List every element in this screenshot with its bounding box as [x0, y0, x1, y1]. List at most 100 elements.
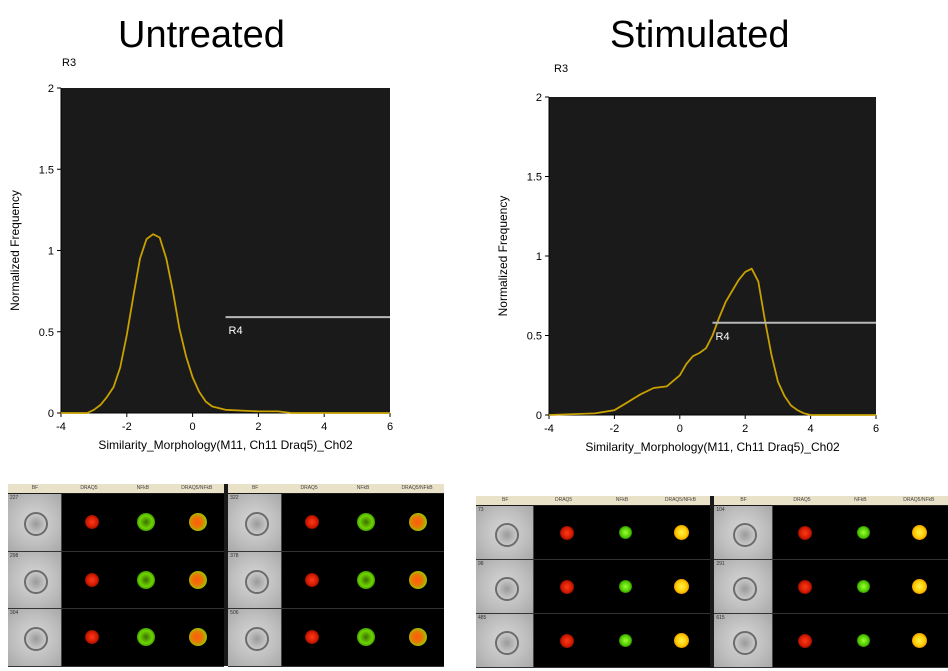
brightfield-image: 291 [714, 560, 773, 613]
cell-image-draq5 [798, 579, 813, 594]
cell-image-nfkb [619, 634, 633, 647]
object-id: 298 [10, 552, 19, 559]
plot-background [61, 88, 390, 413]
gallery-header: BF DRAQ5 NFkB DRAQ5/NFkB [476, 496, 710, 505]
cell-image-nfkb [357, 628, 376, 647]
y-tick-label: 0 [536, 410, 542, 422]
gallery-row: 322 [228, 494, 444, 552]
cell-image-nfkb [357, 570, 376, 589]
gallery-row: 378 [228, 551, 444, 609]
image-gallery-stimulated: BF DRAQ5 NFkB DRAQ5/NFkB 73 98 485 BF DRAQ5 NFkB D… [476, 496, 948, 668]
x-axis-label: Similarity_Morphology(M11, Ch11 Draq5)_C… [98, 438, 353, 452]
cell-image-overlay [912, 633, 928, 648]
object-id: 378 [230, 552, 239, 559]
y-axis-label: Normalized Frequency [8, 190, 22, 311]
histogram-untreated: 0 0.5 1 1.5 2 -4 -2 0 2 4 6 Similarity_Morphology(M… [8, 83, 393, 452]
gallery-channel-label: NFkB [854, 497, 867, 503]
cell-image-draq5 [305, 630, 320, 645]
x-tick-label: 0 [677, 423, 683, 435]
region-gate-label: R4 [716, 331, 730, 343]
cell-image-nfkb [857, 580, 871, 593]
brightfield-image: 98 [476, 560, 535, 613]
cell-image-draq5 [798, 525, 813, 540]
x-tick-label: -2 [610, 423, 620, 435]
gallery-channel-label: BF [31, 485, 39, 491]
brightfield-image: 104 [714, 506, 773, 559]
object-id: 506 [230, 610, 239, 616]
object-id: 73 [478, 507, 484, 513]
gallery-row: 298 [8, 551, 224, 609]
gallery-channel-label: NFkB [356, 485, 370, 491]
brightfield-image: 73 [476, 506, 535, 559]
object-id: 485 [478, 615, 487, 621]
gallery-channel-label: BF [251, 485, 259, 491]
cell-image-nfkb [357, 513, 376, 532]
cell-image-draq5 [85, 572, 100, 587]
x-tick-label: 6 [387, 421, 393, 433]
gallery-row: 98 [476, 560, 710, 614]
cell-image-draq5 [560, 525, 575, 540]
gallery-channel-label: BF [502, 497, 509, 503]
brightfield-image: 304 [8, 609, 62, 666]
y-tick-label: 2 [536, 92, 542, 104]
y-tick-label: 2 [48, 83, 54, 95]
gallery-header: BF DRAQ5 NFkB DRAQ5/NFkB [8, 484, 224, 493]
object-id: 104 [716, 507, 725, 513]
x-tick-label: 6 [873, 423, 879, 435]
y-tick-label: 0.5 [39, 327, 54, 339]
cell-image-nfkb [857, 634, 871, 647]
x-tick-label: 4 [808, 423, 814, 435]
brightfield-image: 322 [228, 494, 283, 551]
gallery-channel-label: DRAQ5 [300, 485, 318, 491]
region-gate-label: R4 [229, 325, 243, 337]
gallery-row: 506 [228, 609, 444, 667]
cell-image-nfkb [137, 570, 156, 589]
cell-image-overlay [409, 570, 428, 589]
gallery-channel-label: NFkB [615, 497, 629, 503]
x-axis-label: Similarity_Morphology(M11, Ch11 Draq5)_C… [585, 440, 840, 454]
cell-image-nfkb [619, 580, 633, 593]
gallery-row: 615 [714, 614, 948, 668]
y-tick-label: 1.5 [39, 164, 54, 176]
gallery-channel-label: DRAQ5/NFkB [401, 485, 433, 491]
gallery-row: 73 [476, 506, 710, 560]
cell-image-draq5 [85, 515, 100, 530]
cell-image-draq5 [85, 630, 100, 645]
y-tick-label: 0 [48, 408, 54, 420]
object-id: 304 [10, 610, 19, 616]
gallery-row: 227 [8, 494, 224, 552]
x-tick-label: 0 [190, 421, 196, 433]
gate-label: R3 [62, 57, 77, 69]
gallery-row: 291 [714, 560, 948, 614]
gallery-column: BF DRAQ5 NFkB DRAQ5/NFkB 104 291 615 [714, 496, 948, 668]
gallery-column: BF DRAQ5 NFkB DRAQ5/NFkB 73 98 485 [476, 496, 710, 668]
y-axis-label: Normalized Frequency [496, 196, 510, 317]
x-tick-label: -4 [544, 423, 554, 435]
object-id: 98 [478, 561, 484, 567]
gallery-channel-label: BF [740, 497, 747, 503]
brightfield-image: 506 [228, 609, 283, 666]
panel-untreated: Untreated R3 0 0.5 1 1.5 2 -4 -2 0 2 4 6 Similarity… [8, 14, 444, 667]
gate-label: R3 [554, 63, 569, 75]
cell-image-overlay [188, 513, 207, 532]
object-id: 615 [716, 615, 725, 621]
cell-image-overlay [188, 570, 207, 589]
cell-image-draq5 [305, 572, 320, 587]
cell-image-draq5 [560, 579, 575, 594]
chart-title: Untreated [118, 14, 285, 56]
cell-image-nfkb [137, 628, 156, 647]
gallery-channel-label: DRAQ5/NFkB [181, 485, 213, 491]
object-id: 322 [230, 495, 239, 501]
gallery-channel-label: DRAQ5 [793, 497, 811, 503]
gallery-column: BF DRAQ5 NFkB DRAQ5/NFkB 322 378 506 [228, 484, 444, 667]
x-tick-label: -4 [56, 421, 66, 433]
brightfield-image: 615 [714, 614, 773, 667]
x-tick-label: 2 [255, 421, 261, 433]
cell-image-overlay [912, 525, 928, 540]
panel-stimulated: Stimulated R3 0 0.5 1 1.5 2 -4 -2 0 2 4 6 Similarit… [474, 0, 948, 671]
x-tick-label: 4 [321, 421, 327, 433]
series-line [61, 233, 390, 414]
x-tick-label: 2 [742, 423, 748, 435]
cell-image-nfkb [857, 526, 871, 539]
x-tick-label: -2 [122, 421, 132, 433]
